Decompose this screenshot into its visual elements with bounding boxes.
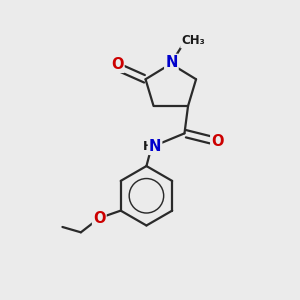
Text: O: O — [111, 57, 124, 72]
Text: N: N — [165, 55, 178, 70]
Text: H: H — [143, 140, 153, 153]
Text: N: N — [149, 139, 161, 154]
Text: CH₃: CH₃ — [181, 34, 205, 47]
Text: O: O — [211, 134, 224, 148]
Text: O: O — [93, 211, 106, 226]
